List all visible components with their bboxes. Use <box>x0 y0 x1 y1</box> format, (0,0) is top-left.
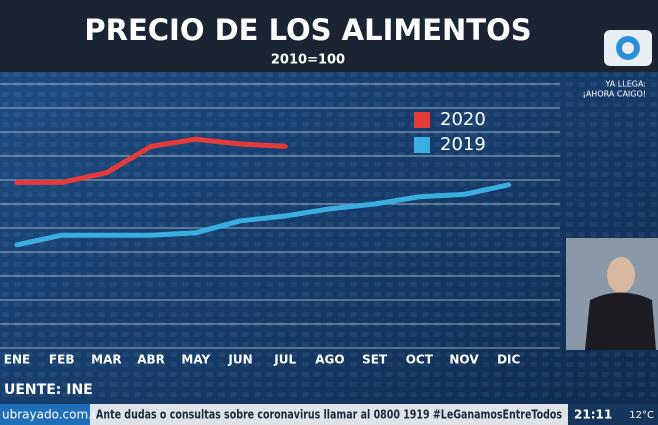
legend-label: 2020 <box>440 109 486 130</box>
legend-swatch <box>414 112 430 128</box>
x-tick-label: DIC <box>497 353 520 367</box>
series-line <box>14 136 288 185</box>
x-tick-label: SET <box>362 353 388 367</box>
interpreter <box>607 257 635 293</box>
ticker-time: 21:11 <box>574 408 612 422</box>
x-tick-label: NOV <box>449 353 479 367</box>
chart-subtitle: 2010=100 <box>271 53 345 68</box>
interpreter <box>585 292 656 350</box>
promo-line: YA LLEGA: <box>605 80 646 89</box>
x-tick-label: ENE <box>4 353 30 367</box>
ticker-site-bg <box>0 404 90 425</box>
ticker-site: ubrayado.com.uy <box>2 408 107 422</box>
x-tick-label: MAR <box>91 353 121 367</box>
logo-mark <box>622 42 634 54</box>
x-tick-label: AGO <box>315 353 344 367</box>
legend-swatch <box>414 137 430 153</box>
series-line <box>14 182 512 248</box>
x-tick-label: MAY <box>181 353 210 367</box>
ticker-clock-bg <box>568 404 658 425</box>
chart-title: PRECIO DE LOS ALIMENTOS <box>84 13 531 47</box>
ticker-message: Ante dudas o consultas sobre coronavirus… <box>96 408 562 422</box>
x-tick-label: JUN <box>227 353 252 367</box>
x-tick-label: ABR <box>137 353 165 367</box>
title-bar <box>0 0 658 72</box>
ticker-temp: 12°C <box>629 410 654 421</box>
x-tick-label: JUL <box>273 353 296 367</box>
x-tick-label: OCT <box>406 353 434 367</box>
source: UENTE: INE <box>4 382 93 398</box>
legend-label: 2019 <box>440 134 486 155</box>
ticker-bar <box>0 404 658 425</box>
x-tick-label: FEB <box>49 353 75 367</box>
promo-line: ¡AHORA CAIGO! <box>583 90 646 99</box>
